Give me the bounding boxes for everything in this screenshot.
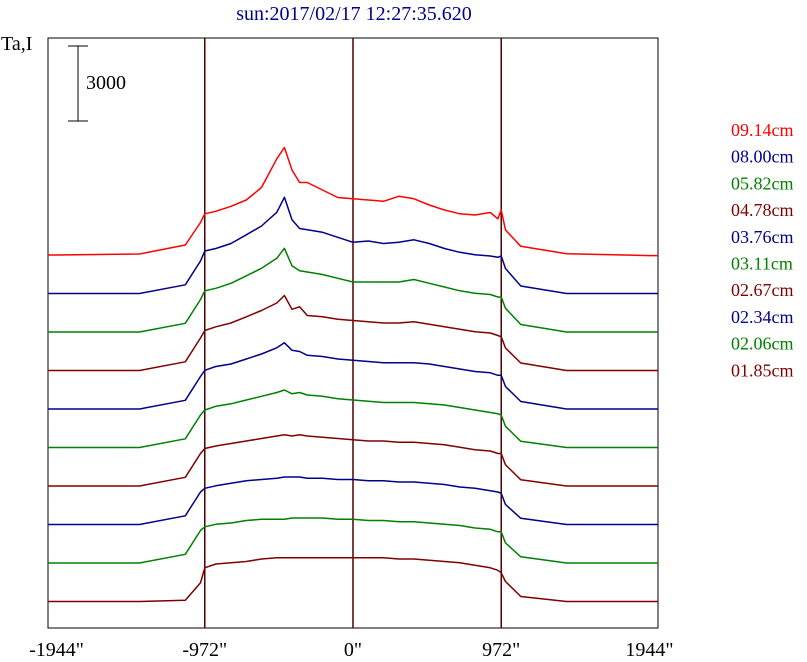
legend: 09.14cm 08.00cm 05.82cm 04.78cm 03.76cm 03.11… xyxy=(731,120,794,380)
y-axis-label: Ta,I xyxy=(1,33,32,55)
x-tick-label: -1944" xyxy=(29,639,84,661)
x-tick-label: 1944" xyxy=(625,639,673,661)
x-tick-label: -972" xyxy=(182,639,227,661)
series-line-09.14cm xyxy=(48,146,658,257)
vertical-reference-lines xyxy=(204,38,502,628)
series-line-02.34cm xyxy=(48,476,658,526)
scale-bar xyxy=(68,45,88,122)
series-line-08.00cm xyxy=(48,196,658,295)
x-tick-label: 972" xyxy=(482,639,520,661)
legend-entry: 08.00cm xyxy=(731,147,794,167)
series-lines xyxy=(48,146,658,603)
series-line-04.78cm xyxy=(48,294,658,372)
legend-entry: 02.06cm xyxy=(731,334,794,354)
legend-entry: 04.78cm xyxy=(731,200,794,220)
legend-entry: 09.14cm xyxy=(731,120,794,140)
series-line-05.82cm xyxy=(48,247,658,333)
series-line-02.06cm xyxy=(48,517,658,564)
legend-entry: 02.34cm xyxy=(731,307,794,327)
chart-title: sun:2017/02/17 12:27:35.620 xyxy=(236,3,472,25)
legend-entry: 01.85cm xyxy=(731,360,794,380)
x-tick-label: 0" xyxy=(344,639,362,661)
legend-entry: 05.82cm xyxy=(731,173,794,193)
x-axis-tick-labels: -1944" -972" 0" 972" 1944" xyxy=(29,639,673,661)
series-line-03.76cm xyxy=(48,342,658,410)
series-line-03.11cm xyxy=(48,389,658,449)
series-line-02.67cm xyxy=(48,434,658,487)
scale-bar-label: 3000 xyxy=(86,72,126,94)
legend-entry: 03.76cm xyxy=(731,227,794,247)
legend-entry: 03.11cm xyxy=(731,254,793,274)
series-line-01.85cm xyxy=(48,557,658,603)
legend-entry: 02.67cm xyxy=(731,280,794,300)
